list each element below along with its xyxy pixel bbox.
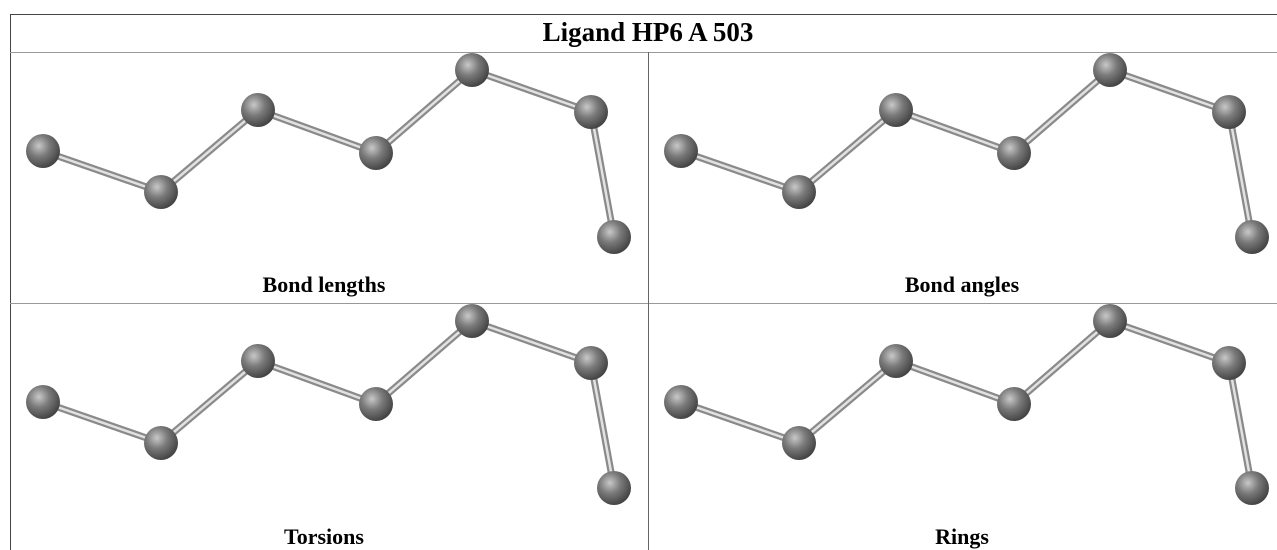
- caption: Bond lengths: [263, 272, 386, 297]
- bond-highlight: [1109, 319, 1230, 365]
- bond-highlight: [42, 149, 162, 194]
- atom: [1235, 220, 1269, 254]
- atom: [241, 93, 275, 127]
- bond-highlight: [257, 108, 377, 155]
- molecule: [664, 53, 1269, 254]
- atom: [879, 344, 913, 378]
- atom: [144, 175, 178, 209]
- bond-highlight: [471, 68, 592, 114]
- title: Ligand HP6 A 503: [543, 17, 754, 47]
- atom: [782, 426, 816, 460]
- atom: [455, 53, 489, 87]
- bond-highlight: [680, 400, 800, 445]
- atom: [359, 136, 393, 170]
- atom: [1093, 304, 1127, 338]
- atom: [1235, 471, 1269, 505]
- atom: [597, 471, 631, 505]
- bond-highlight: [42, 400, 162, 445]
- molecule: [26, 304, 631, 505]
- bond-highlight: [589, 111, 616, 238]
- atom: [997, 136, 1031, 170]
- molecule: [26, 53, 631, 254]
- atom: [574, 346, 608, 380]
- atom: [1212, 95, 1246, 129]
- bond-highlight: [1013, 320, 1111, 405]
- bond-highlight: [160, 360, 259, 444]
- atom: [359, 387, 393, 421]
- bond-highlight: [375, 320, 473, 405]
- bond-highlight: [895, 108, 1015, 155]
- atom: [997, 387, 1031, 421]
- atom: [1093, 53, 1127, 87]
- bond-highlight: [680, 149, 800, 194]
- atom: [597, 220, 631, 254]
- bond-highlight: [375, 69, 473, 154]
- bond-highlight: [160, 109, 259, 193]
- atom: [241, 344, 275, 378]
- bond-highlight: [1109, 68, 1230, 114]
- bond-highlight: [1227, 111, 1254, 238]
- bond-highlight: [257, 359, 377, 406]
- bond-highlight: [798, 109, 897, 193]
- caption: Torsions: [284, 524, 364, 549]
- caption: Bond angles: [905, 272, 1020, 297]
- bond-highlight: [895, 359, 1015, 406]
- caption: Rings: [935, 524, 989, 549]
- atom: [782, 175, 816, 209]
- atom: [664, 385, 698, 419]
- atom: [26, 385, 60, 419]
- atom: [26, 134, 60, 168]
- bond-highlight: [589, 362, 616, 489]
- atom: [144, 426, 178, 460]
- atom: [1212, 346, 1246, 380]
- molecule: [664, 304, 1269, 505]
- atom: [879, 93, 913, 127]
- atom: [574, 95, 608, 129]
- bond-highlight: [1227, 362, 1254, 489]
- bond-highlight: [1013, 69, 1111, 154]
- bond-highlight: [471, 319, 592, 365]
- atom: [664, 134, 698, 168]
- bond-highlight: [798, 360, 897, 444]
- atom: [455, 304, 489, 338]
